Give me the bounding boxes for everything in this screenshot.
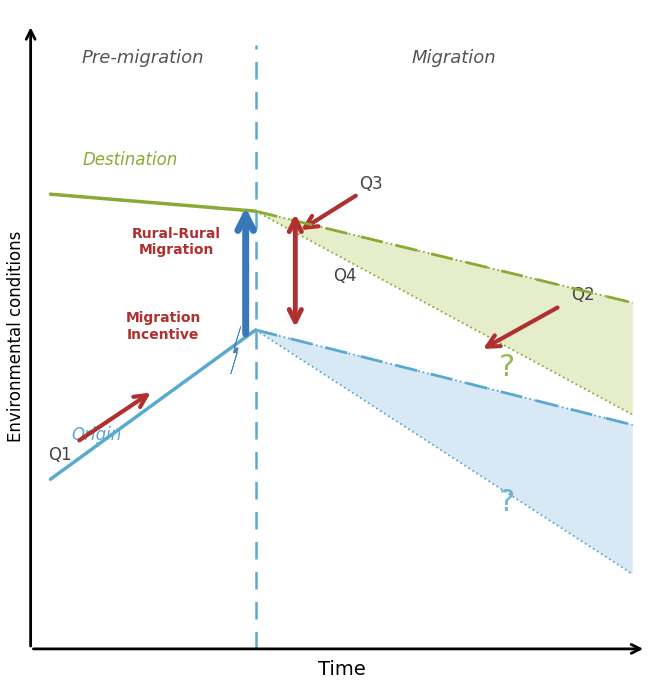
Text: Destination: Destination (82, 151, 178, 169)
Text: ?: ? (499, 488, 515, 517)
Text: Q4: Q4 (333, 267, 356, 284)
Text: Rural-Rural
Migration: Rural-Rural Migration (132, 227, 220, 257)
Text: Origin: Origin (72, 426, 122, 444)
Text: Pre-migration: Pre-migration (82, 49, 204, 67)
Text: Time: Time (318, 660, 366, 679)
Polygon shape (230, 326, 241, 374)
Polygon shape (255, 211, 632, 415)
Text: Q2: Q2 (572, 286, 595, 304)
Text: Q3: Q3 (360, 175, 383, 193)
Text: ?: ? (499, 352, 515, 382)
Polygon shape (255, 330, 632, 574)
Text: Environmental conditions: Environmental conditions (7, 231, 25, 442)
Text: Migration
Incentive: Migration Incentive (125, 311, 200, 341)
Text: Q1: Q1 (49, 447, 72, 464)
Text: Migration: Migration (412, 49, 496, 67)
